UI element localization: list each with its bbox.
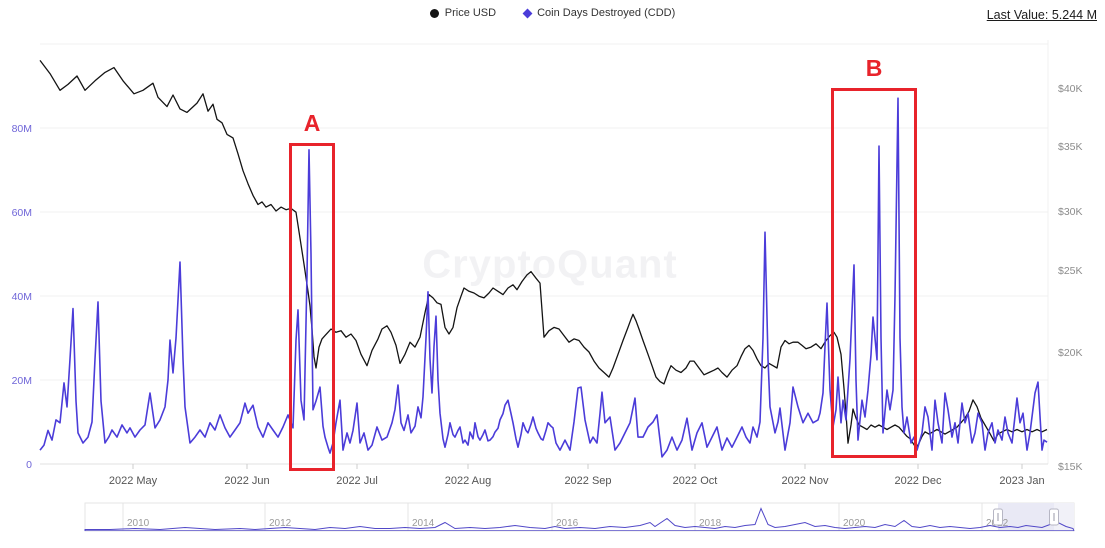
x-axis-label: 2022 Jun — [224, 475, 269, 487]
x-axis-label: 2022 Jul — [336, 475, 378, 487]
annotation-label-b: B — [865, 55, 883, 81]
nav-year-label: 2018 — [699, 518, 722, 529]
y-axis-label-right: $20K — [1058, 347, 1083, 359]
cdd-line — [39, 97, 1048, 458]
nav-year-label: 2014 — [412, 518, 435, 529]
x-axis-label: 2022 May — [109, 475, 158, 487]
cryptoquant-watermark: CryptoQuant — [422, 242, 678, 287]
last-value-badge: Last Value: 5.244 M — [986, 8, 1097, 22]
y-axis-label-right: $30K — [1058, 206, 1083, 218]
annotation-label-a: A — [303, 110, 321, 136]
cdd-diamond-icon — [522, 8, 533, 18]
x-axis-label: 2022 Dec — [894, 475, 942, 487]
nav-year-label: 2016 — [556, 518, 579, 529]
x-axis-label: 2022 Oct — [673, 475, 718, 487]
x-axis-label: 2022 Aug — [445, 475, 492, 487]
legend: Price USD Coin Days Destroyed (CDD) — [0, 7, 1105, 19]
y-axis-label-right: $15K — [1058, 461, 1083, 473]
legend-label-price: Price USD — [444, 7, 497, 19]
x-axis-label: 2022 Sep — [564, 475, 611, 487]
nav-tail-shade — [1054, 503, 1074, 531]
price-line — [39, 60, 1048, 449]
y-axis-label-right: $40K — [1058, 83, 1083, 95]
legend-item-cdd[interactable]: Coin Days Destroyed (CDD) — [522, 7, 676, 19]
nav-year-label: 2010 — [127, 518, 150, 529]
y-axis-label-left: 60M — [12, 207, 32, 219]
highlight-box-a — [289, 143, 335, 471]
price-marker-icon — [429, 8, 439, 18]
x-axis-label: 2023 Jan — [999, 475, 1044, 487]
legend-label-cdd: Coin Days Destroyed (CDD) — [537, 7, 676, 19]
y-axis-label-right: $25K — [1058, 265, 1083, 277]
x-axis-label: 2022 Nov — [781, 475, 829, 487]
legend-item-price[interactable]: Price USD — [429, 7, 497, 19]
nav-year-label: 2012 — [269, 518, 292, 529]
y-axis-label-left: 80M — [12, 123, 32, 135]
y-axis-label-left: 0 — [26, 459, 32, 471]
highlight-box-b — [831, 88, 917, 458]
y-axis-label-left: 20M — [12, 375, 32, 387]
y-axis-label-right: $35K — [1058, 141, 1083, 153]
y-axis-label-left: 40M — [12, 291, 32, 303]
nav-sparkline — [84, 507, 1075, 532]
nav-year-label: 2020 — [843, 518, 866, 529]
